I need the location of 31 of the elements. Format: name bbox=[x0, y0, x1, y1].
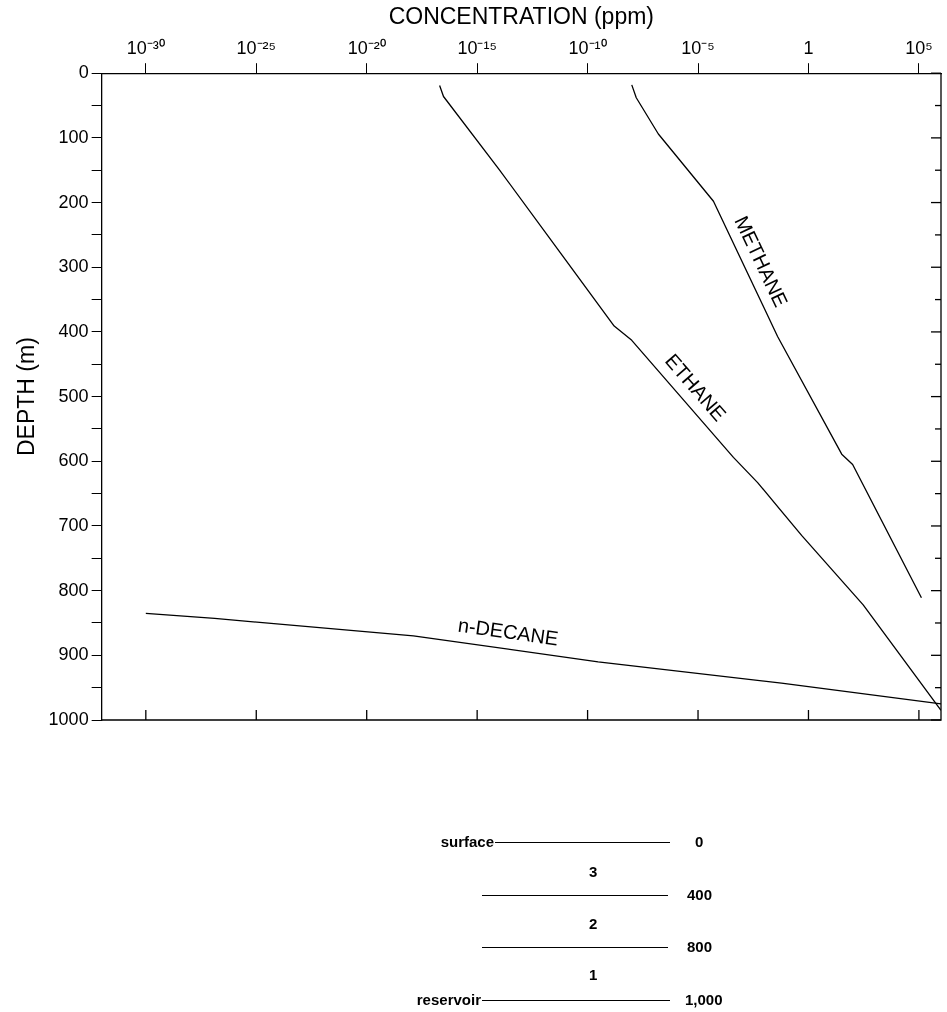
text: 2 bbox=[589, 915, 598, 932]
text: n-DECANE bbox=[456, 613, 560, 650]
x-tick-label: 10⁻²⁵ bbox=[236, 38, 276, 59]
x-tick-label: 10⁻⁵ bbox=[681, 38, 715, 59]
text: 800 bbox=[687, 938, 713, 955]
y-tick-label: 900 bbox=[58, 644, 89, 665]
x-tick-label: 10⁻¹⁵ bbox=[457, 38, 497, 59]
y-tick-label: 500 bbox=[58, 385, 89, 406]
y-tick-label: 200 bbox=[58, 191, 89, 212]
y-tick-label: 100 bbox=[58, 126, 89, 147]
x-tick-label: 10⁵ bbox=[905, 38, 933, 59]
y-tick-label: 0 bbox=[78, 62, 89, 83]
text: reservoir bbox=[416, 991, 481, 1008]
y-tick-label: 800 bbox=[58, 579, 89, 600]
y-tick-label: 300 bbox=[58, 256, 89, 277]
x-tick-label: 1 bbox=[803, 38, 814, 59]
y-axis-title: DEPTH (m) bbox=[13, 337, 40, 457]
y-tick-label: 1000 bbox=[48, 708, 89, 729]
text: 1 bbox=[589, 966, 598, 983]
text: 400 bbox=[687, 886, 713, 903]
text: 3 bbox=[589, 863, 598, 880]
text: 1,000 bbox=[685, 991, 723, 1008]
x-tick-label: 10⁻¹⁰ bbox=[568, 38, 607, 59]
text: 0 bbox=[695, 833, 704, 850]
text: surface bbox=[440, 833, 494, 850]
y-tick-label: 600 bbox=[58, 450, 89, 471]
x-tick-label: 10⁻³⁰ bbox=[126, 38, 165, 59]
y-tick-label: 700 bbox=[58, 514, 89, 535]
x-axis-title: CONCENTRATION (ppm) bbox=[388, 3, 654, 30]
x-tick-label: 10⁻²⁰ bbox=[347, 38, 386, 59]
y-tick-label: 400 bbox=[58, 320, 89, 341]
